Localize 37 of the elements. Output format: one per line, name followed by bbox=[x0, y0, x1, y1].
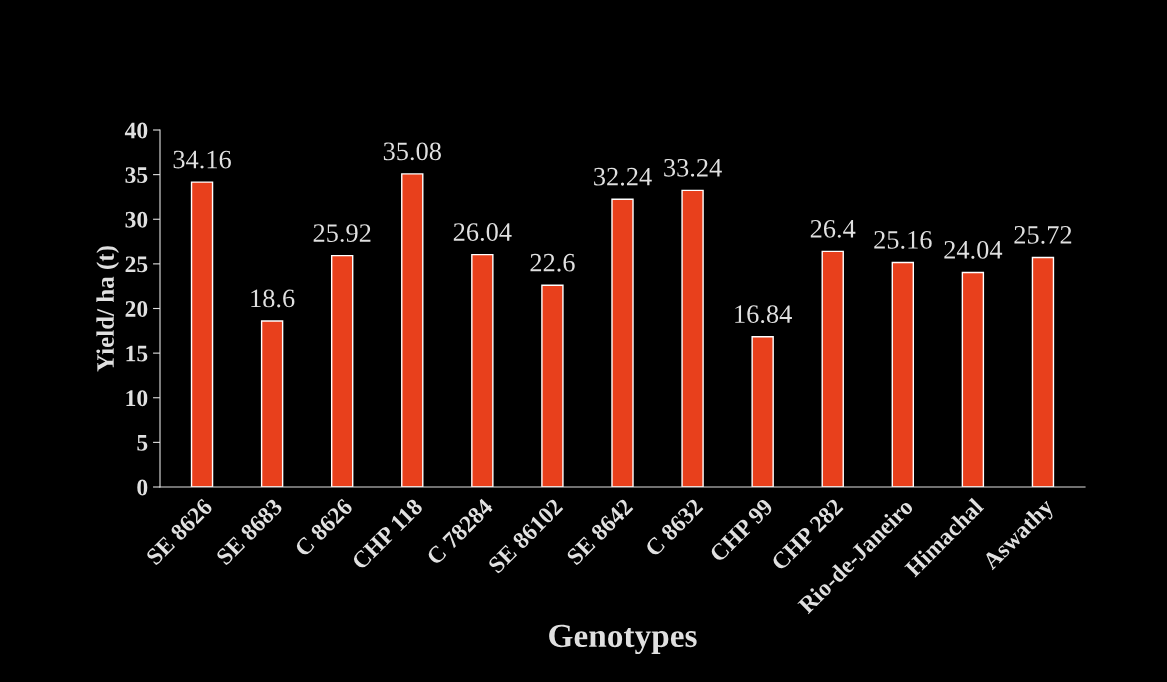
bar bbox=[681, 189, 704, 487]
data-label: 26.4 bbox=[810, 219, 856, 238]
y-tick-label: 20 bbox=[125, 300, 148, 317]
bar bbox=[611, 198, 634, 487]
data-label: 24.04 bbox=[944, 240, 1003, 259]
y-tick-label: 15 bbox=[126, 345, 148, 362]
data-label: 22.6 bbox=[530, 253, 575, 272]
data-label: 16.84 bbox=[735, 305, 792, 324]
bar bbox=[260, 320, 284, 487]
data-label: 18.6 bbox=[251, 289, 295, 308]
bar bbox=[401, 173, 424, 487]
bar bbox=[541, 284, 564, 487]
data-label: 35.08 bbox=[383, 142, 441, 161]
bar bbox=[190, 181, 214, 487]
data-label: 25.72 bbox=[1014, 226, 1072, 244]
data-label: 34.16 bbox=[173, 150, 231, 169]
bar bbox=[471, 253, 494, 487]
bar bbox=[1031, 256, 1055, 487]
bar bbox=[891, 261, 915, 487]
y-tick-label: 25 bbox=[125, 256, 148, 273]
data-label: 33.24 bbox=[664, 158, 722, 177]
y-tick-label: 30 bbox=[125, 211, 148, 228]
data-label: 26.04 bbox=[453, 223, 512, 242]
x-axis-title: Genotypes bbox=[549, 624, 697, 654]
y-tick-label: 35 bbox=[125, 167, 148, 184]
y-axis-title: Yield/ ha (t) bbox=[96, 246, 120, 372]
data-label: 25.92 bbox=[313, 224, 371, 243]
y-tick-label: 10 bbox=[126, 390, 148, 407]
y-tick-label: 0 bbox=[137, 479, 148, 496]
y-tick-label: 40 bbox=[124, 122, 148, 139]
data-label: 32.24 bbox=[594, 167, 652, 186]
data-label: 25.16 bbox=[874, 231, 932, 249]
bar bbox=[751, 336, 774, 487]
bar bbox=[961, 271, 985, 487]
bar bbox=[330, 254, 354, 487]
bar bbox=[821, 250, 844, 487]
y-tick-label: 5 bbox=[137, 435, 148, 451]
